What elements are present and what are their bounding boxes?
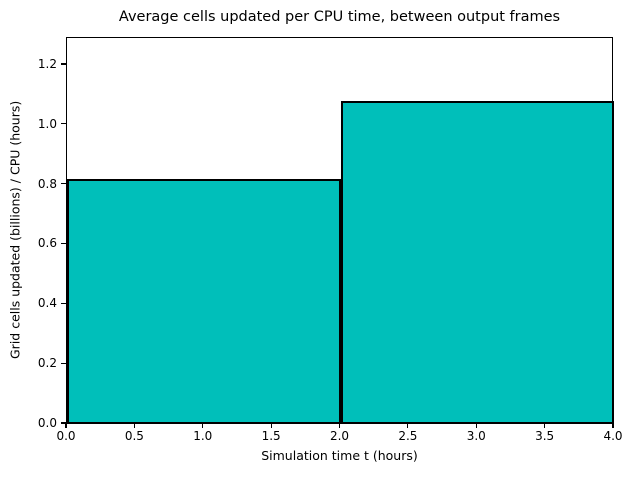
x-tick-label: 0.5: [124, 429, 144, 443]
x-tick-label: 2.0: [329, 429, 350, 443]
x-tick-mark: [475, 423, 477, 428]
y-tick-label: 0.0: [37, 416, 57, 430]
y-tick-mark: [61, 242, 66, 245]
y-tick-mark: [61, 422, 66, 424]
x-tick-mark: [612, 423, 614, 428]
y-tick-mark: [61, 123, 66, 125]
x-tick-mark: [65, 423, 67, 428]
y-tick-label: 0.6: [37, 236, 57, 251]
y-tick-mark: [61, 302, 66, 304]
x-axis-label: Simulation time t (hours): [261, 448, 418, 463]
y-tick-label: 0.8: [37, 176, 57, 191]
x-tick-label: 0.0: [56, 429, 76, 443]
x-tick-mark: [133, 423, 135, 428]
x-tick-mark: [270, 423, 272, 428]
chart-title: Average cells updated per CPU time, betw…: [118, 9, 561, 25]
x-tick-label: 3.0: [466, 429, 486, 443]
x-tick-label: 1.5: [261, 429, 281, 443]
y-tick-label: 1.0: [37, 116, 57, 131]
x-tick-mark: [338, 423, 341, 428]
x-tick-label: 2.5: [398, 429, 418, 443]
x-tick-mark: [202, 423, 204, 428]
y-tick-label: 0.2: [37, 356, 57, 371]
bar-1: [340, 100, 614, 424]
x-tick-label: 4.0: [603, 429, 623, 443]
y-tick-mark: [61, 63, 66, 65]
y-tick-label: 0.4: [37, 296, 57, 311]
y-tick-label: 1.2: [37, 56, 57, 71]
x-tick-label: 3.5: [535, 429, 555, 443]
y-tick-mark: [61, 362, 66, 364]
bar-0: [67, 178, 341, 424]
x-tick-mark: [407, 423, 409, 428]
y-tick-mark: [61, 183, 66, 185]
plot-area: [66, 37, 614, 424]
x-tick-label: 1.0: [193, 429, 213, 443]
x-tick-mark: [544, 423, 546, 428]
